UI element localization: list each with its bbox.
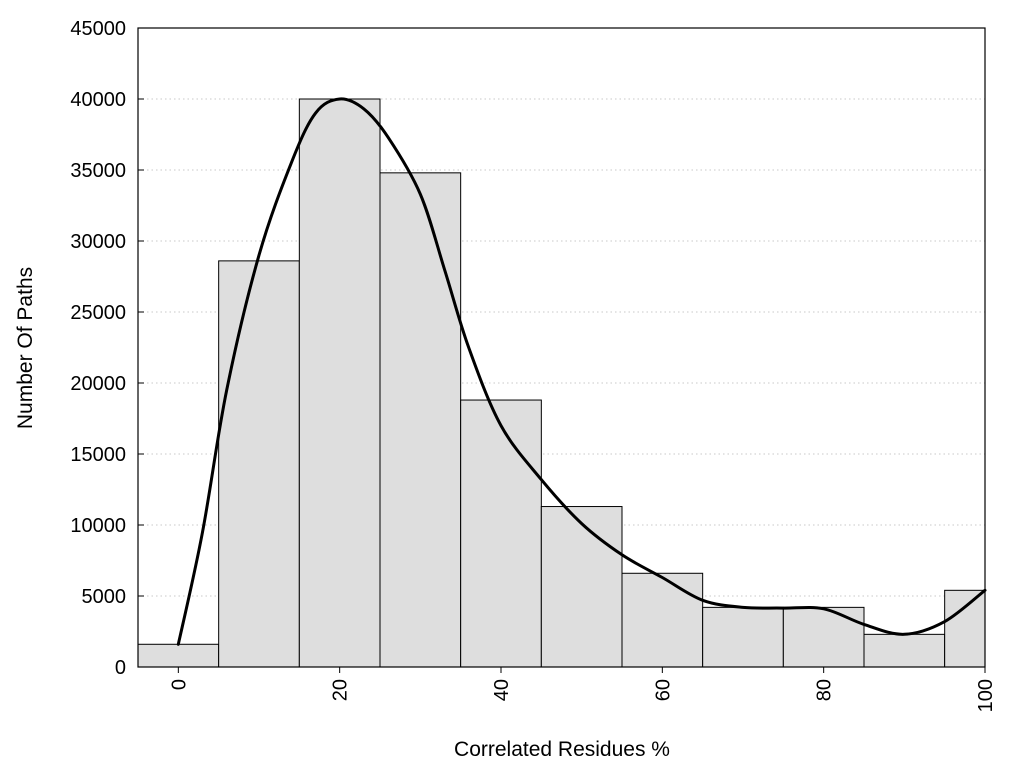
y-tick-label: 20000 (70, 373, 126, 395)
histogram-bar (621, 572, 704, 668)
histogram-bar (540, 506, 623, 668)
plot-frame (137, 27, 986, 668)
histogram-bar (863, 633, 946, 668)
y-tick-label: 35000 (70, 160, 126, 182)
histogram-bar (298, 98, 381, 668)
histogram-bar (460, 399, 542, 668)
x-axis-title: Correlated Residues % (454, 738, 670, 761)
y-tick-label: 0 (115, 657, 126, 679)
histogram-bar (782, 606, 865, 668)
x-axis-ticks: 0 20 40 60 80 100 (168, 667, 997, 712)
y-tick-label: 10000 (70, 515, 126, 537)
density-curve-layer (176, 97, 987, 646)
y-tick-label: 45000 (70, 18, 126, 40)
x-tick-label: 80 (814, 679, 836, 701)
y-axis-ticks: 0 5000 10000 15000 20000 25000 30000 35000 40000… (70, 18, 144, 679)
x-tick-label: 100 (975, 679, 997, 712)
y-tick-label: 25000 (70, 302, 126, 324)
y-tick-label: 30000 (70, 231, 126, 253)
density-curve (176, 97, 987, 646)
x-tick-label: 60 (652, 679, 674, 701)
y-tick-label: 15000 (70, 444, 126, 466)
histogram-bar (218, 260, 300, 668)
y-tick-label: 5000 (82, 586, 127, 608)
x-tick-label: 0 (168, 679, 190, 690)
histogram-bar (137, 643, 220, 668)
x-tick-label: 20 (330, 679, 352, 701)
histogram-bar (379, 172, 462, 668)
histogram-bar (944, 589, 986, 668)
y-axis-title: Number Of Paths (14, 267, 37, 429)
y-tick-label: 40000 (70, 89, 126, 111)
histogram-bar (702, 606, 784, 668)
x-tick-label: 40 (491, 679, 513, 701)
